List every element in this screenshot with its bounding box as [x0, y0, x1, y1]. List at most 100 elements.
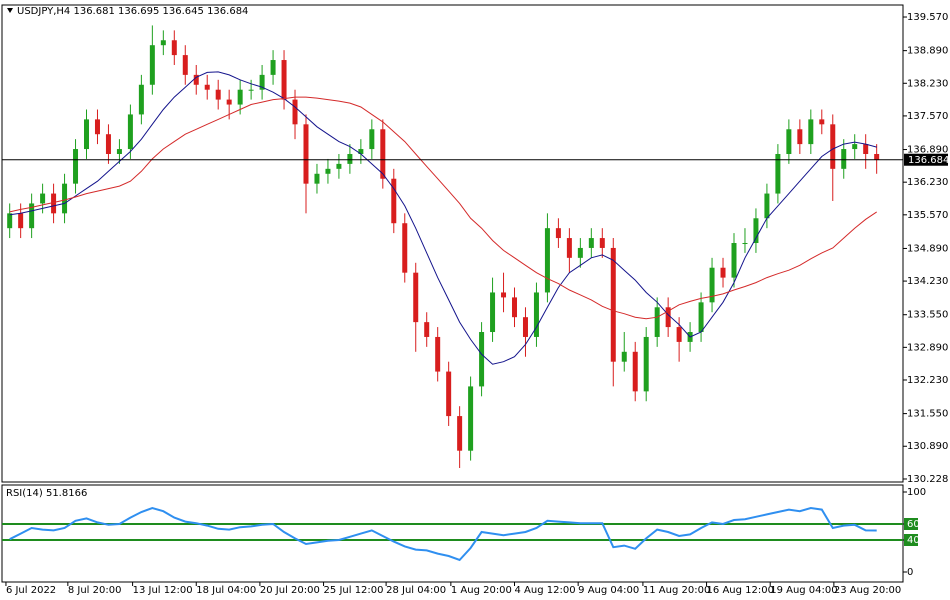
candle-body	[248, 89, 254, 91]
candle-body	[501, 292, 507, 298]
candle-body	[182, 55, 188, 75]
rsi-line	[9, 506, 877, 562]
candle-body	[40, 193, 46, 204]
rsi-title: RSI(14) 51.8166	[6, 488, 87, 499]
candle-body	[358, 149, 364, 154]
candle-body	[446, 371, 452, 417]
candle-body	[160, 40, 166, 46]
candle-body	[742, 243, 748, 245]
y-tick-label: 100	[907, 487, 926, 498]
candle-body	[533, 292, 539, 337]
candle-body	[435, 336, 441, 372]
candle-body	[402, 223, 408, 273]
y-tick-label: 135.570	[907, 210, 948, 221]
candle-body	[544, 228, 550, 293]
y-tick-label: 0	[907, 567, 913, 578]
candle-body	[303, 124, 309, 184]
candle-body	[468, 386, 474, 451]
x-tick-label: 18 Jul 04:00	[196, 585, 256, 596]
x-tick-label: 16 Aug 12:00	[707, 585, 774, 596]
candle-body	[336, 163, 342, 169]
candle-body	[797, 129, 803, 145]
candle-body	[138, 84, 144, 115]
x-tick-label: 13 Jul 12:00	[133, 585, 193, 596]
y-tick-label: 60	[907, 519, 920, 530]
candle-body	[676, 327, 682, 342]
candle-body	[709, 267, 715, 303]
candle-body	[720, 267, 726, 278]
candle-body	[149, 45, 155, 85]
y-tick-label: 139.570	[907, 12, 948, 23]
candle-body	[731, 243, 737, 278]
candle-body	[215, 89, 221, 100]
candle-body	[204, 84, 210, 90]
candle-body	[457, 416, 463, 451]
candle-body	[490, 292, 496, 333]
candle-body	[51, 193, 57, 214]
candle-body	[237, 89, 243, 105]
candle-body	[874, 153, 880, 160]
candle-body	[424, 322, 430, 337]
candle-body	[127, 114, 133, 150]
candle-body	[764, 193, 770, 219]
candle-body	[18, 213, 24, 229]
x-tick-label: 6 Jul 2022	[6, 585, 56, 596]
candle-body	[347, 153, 353, 164]
x-tick-label: 11 Aug 20:00	[643, 585, 710, 596]
level-label-box	[904, 534, 918, 546]
candle-body	[369, 129, 375, 150]
candle-body	[325, 168, 331, 174]
candle-body	[314, 173, 320, 184]
x-tick-label: 20 Jul 20:00	[260, 585, 320, 596]
candle-body	[193, 74, 199, 85]
candle-body	[863, 144, 869, 154]
candle-body	[226, 99, 232, 105]
candle-body	[566, 238, 572, 258]
candle-body	[84, 119, 90, 150]
x-tick-label: 25 Jul 12:00	[324, 585, 384, 596]
y-tick-label: 138.230	[907, 78, 948, 89]
y-tick-label: 131.550	[907, 409, 948, 420]
current-price-box	[904, 153, 948, 166]
candle-body	[512, 297, 518, 318]
y-tick-label: 136.230	[907, 177, 948, 188]
candle-body	[391, 178, 397, 224]
candle-body	[292, 99, 298, 125]
candle-body	[808, 119, 814, 145]
candle-body	[698, 302, 704, 333]
candle-body	[94, 119, 100, 135]
candle-body	[522, 317, 528, 337]
candle-body	[643, 336, 649, 392]
candle-body	[852, 144, 858, 150]
candle-body	[7, 213, 13, 229]
candle-body	[555, 228, 561, 239]
candle-body	[588, 238, 594, 248]
candle-body	[73, 149, 79, 184]
candle-body	[753, 218, 759, 244]
y-tick-label: 138.890	[907, 46, 948, 57]
candle-body	[654, 307, 660, 337]
rsi-panel	[1, 484, 904, 583]
y-tick-label: 133.550	[907, 310, 948, 321]
x-tick-label: 1 Aug 20:00	[451, 585, 512, 596]
candle-body	[599, 238, 605, 248]
candle-body	[479, 332, 485, 387]
x-tick-label: 4 Aug 12:00	[515, 585, 576, 596]
candle-body	[380, 129, 386, 179]
y-tick-label: 132.230	[907, 375, 948, 386]
candle-body	[775, 153, 781, 194]
y-tick-label: 130.228	[907, 474, 948, 485]
x-tick-label: 9 Aug 04:00	[578, 585, 639, 596]
candle-body	[621, 351, 627, 362]
candle-body	[610, 247, 616, 362]
x-tick-label: 28 Jul 04:00	[386, 585, 446, 596]
candle-body	[841, 149, 847, 169]
y-tick-label: 132.890	[907, 342, 948, 353]
candle-body	[632, 351, 638, 392]
level-label-box	[904, 518, 918, 530]
candle-body	[665, 307, 671, 328]
moving-average	[9, 71, 877, 365]
y-tick-label: 136.890	[907, 145, 948, 156]
y-tick-label: 40	[907, 535, 920, 546]
